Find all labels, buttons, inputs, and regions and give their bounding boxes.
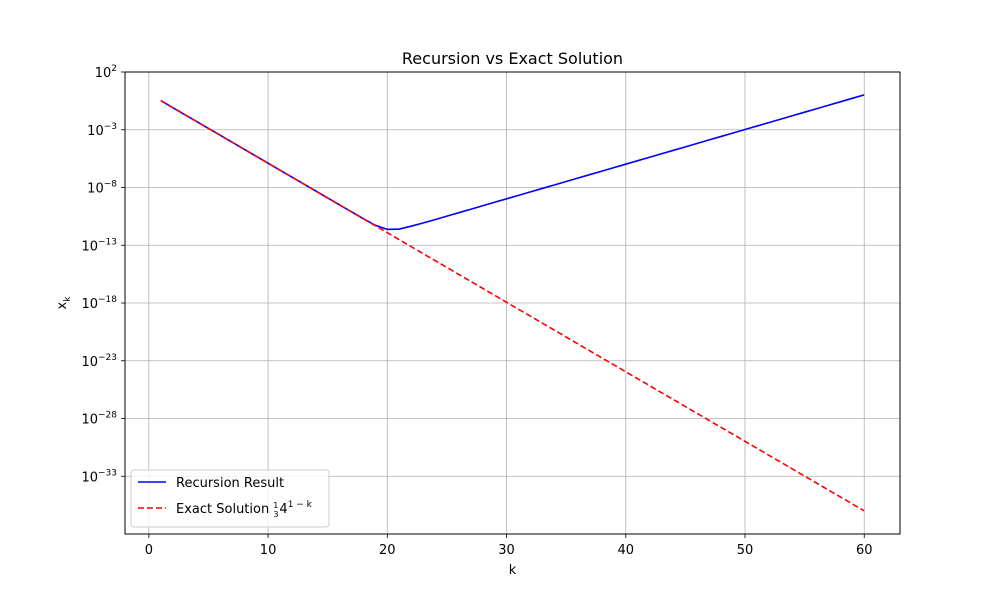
legend-label-recursion: Recursion Result <box>176 476 284 491</box>
y-axis-ticks: 102 10−3 10−8 10−13 10−18 10−23 10−28 10−33 <box>81 64 125 485</box>
legend-exponent: 1 − k <box>288 500 313 510</box>
legend: Recursion Result Exact Solution 1 341 − k <box>130 469 330 528</box>
x-tick-label: 40 <box>617 543 634 558</box>
y-axis-label: xk <box>55 296 73 310</box>
y-tick-label: 10−28 <box>81 411 117 428</box>
x-tick-label: 50 <box>737 543 754 558</box>
y-axis-label-subscript: k <box>63 296 73 302</box>
y-tick-label: 10−18 <box>81 295 117 312</box>
series-line-exact <box>160 99 865 512</box>
y-tick-label: 102 <box>95 64 117 81</box>
y-tick-label: 10−8 <box>87 180 117 197</box>
legend-base: 4 <box>279 502 287 517</box>
legend-frac-num: 1 <box>273 501 278 510</box>
legend-frac-den: 3 <box>273 510 278 519</box>
y-axis-label-group: xk <box>55 296 73 310</box>
y-tick-label: 10−33 <box>81 468 117 485</box>
y-tick-label: 10−23 <box>81 353 117 370</box>
y-axis-label-main: x <box>55 301 70 309</box>
x-axis-label: k <box>509 563 517 578</box>
chart-title: Recursion vs Exact Solution <box>402 49 623 68</box>
x-tick-label: 0 <box>145 543 153 558</box>
y-tick-label: 10−3 <box>87 122 117 139</box>
x-tick-label: 60 <box>856 543 873 558</box>
x-tick-label: 20 <box>379 543 396 558</box>
x-tick-label: 10 <box>260 543 277 558</box>
legend-label-exact: Exact Solution 1 341 − k <box>176 500 313 519</box>
legend-label-exact-name: Exact Solution <box>176 502 269 517</box>
y-tick-label: 10−13 <box>81 237 117 254</box>
x-tick-label: 30 <box>498 543 515 558</box>
series-group <box>160 94 865 512</box>
legend-box <box>130 469 330 528</box>
x-axis-ticks: 0 10 20 30 40 50 60 <box>145 534 873 558</box>
